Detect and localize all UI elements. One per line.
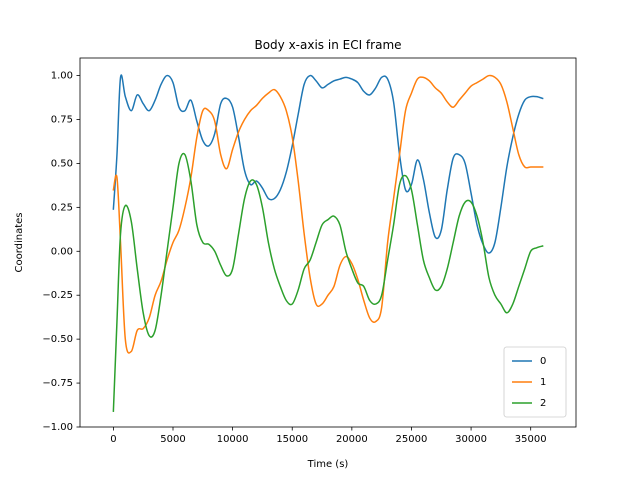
series-line-1 — [112, 74, 544, 354]
axes-frame — [79, 57, 577, 428]
y-tick-label: −1.00 — [42, 422, 73, 433]
x-tick-label: 10000 — [217, 434, 249, 445]
series-line-2 — [112, 152, 544, 412]
y-tick-label: 0.50 — [51, 158, 73, 169]
x-axis-label: Time (s) — [307, 459, 349, 470]
legend-label-1: 1 — [540, 377, 546, 388]
y-tick-label: −0.75 — [42, 378, 73, 389]
legend: 0 1 2 — [503, 346, 567, 418]
x-axis: 0 5000 10000 15000 20000 25000 30000 35000 — [110, 427, 547, 445]
y-tick-label: 0.75 — [51, 115, 73, 126]
legend-label-0: 0 — [540, 356, 546, 367]
series-line-0 — [112, 74, 544, 254]
y-tick-label: 0.00 — [51, 246, 73, 257]
x-tick-label: 5000 — [160, 434, 185, 445]
y-axis: −1.00 −0.75 −0.50 −0.25 0.00 0.25 0.50 0.75 1.00 — [42, 71, 80, 433]
series-layer — [112, 74, 544, 412]
y-tick-label: 0.25 — [51, 202, 73, 213]
legend-box — [503, 346, 567, 418]
x-tick-label: 30000 — [455, 434, 487, 445]
y-axis-label: Coordinates — [14, 212, 25, 272]
x-tick-label: 0 — [110, 434, 116, 445]
y-tick-label: −0.25 — [42, 290, 73, 301]
x-tick-label: 20000 — [336, 434, 368, 445]
x-tick-label: 15000 — [276, 434, 308, 445]
y-tick-label: 1.00 — [51, 71, 73, 82]
chart-title: Body x-axis in ECI frame — [254, 38, 401, 52]
x-tick-label: 25000 — [396, 434, 428, 445]
x-tick-label: 35000 — [515, 434, 547, 445]
legend-label-2: 2 — [540, 398, 546, 409]
y-tick-label: −0.50 — [42, 334, 73, 345]
plot-area: 0 5000 10000 15000 20000 25000 30000 35000 −1.0… — [42, 57, 577, 445]
